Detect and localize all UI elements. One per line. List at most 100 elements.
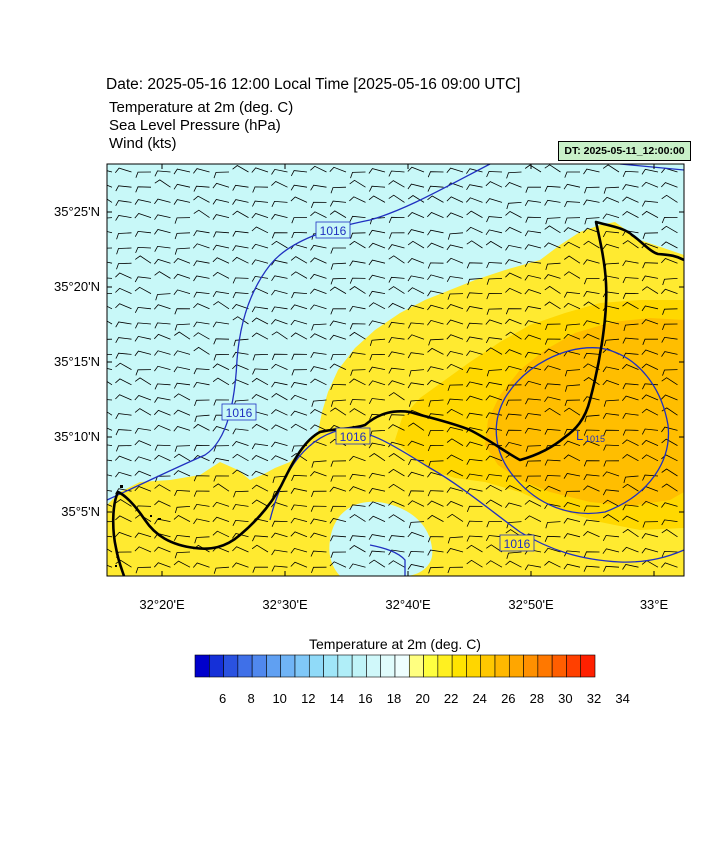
wind-barb	[446, 334, 464, 340]
wind-barb	[485, 347, 503, 355]
wind-barb	[330, 407, 347, 416]
wind-barb	[641, 408, 659, 416]
wind-barb	[173, 350, 191, 356]
wind-barb	[447, 384, 464, 391]
colorbar-cell	[580, 654, 596, 678]
wind-barb	[524, 351, 542, 358]
wind-barb	[388, 276, 405, 283]
wind-barb	[107, 305, 113, 310]
wind-barb	[466, 168, 483, 174]
wind-barb	[409, 369, 425, 377]
wind-barb	[427, 536, 444, 543]
wind-barb	[310, 165, 327, 173]
wind-barb	[505, 502, 522, 509]
wind-barb	[563, 291, 581, 298]
wind-barb	[427, 185, 444, 192]
wind-barb	[564, 201, 581, 208]
wind-barb	[466, 322, 483, 329]
wind-barb	[641, 454, 659, 462]
wind-barb	[603, 399, 620, 407]
wind-barb	[388, 424, 405, 431]
colorbar-cell	[480, 654, 496, 678]
wind-barb	[524, 380, 542, 387]
wind-barb	[193, 455, 210, 462]
wind-barb	[388, 392, 405, 401]
wind-barb	[544, 383, 561, 390]
isobar-label-west: 1016	[221, 403, 257, 421]
wind-barb	[622, 383, 639, 390]
wind-barb	[368, 290, 386, 297]
wind-barb	[107, 411, 113, 416]
wind-barb	[485, 560, 503, 568]
wind-barb	[564, 369, 581, 377]
lon-label-32-50: 32°50'E	[508, 597, 554, 612]
wind-barb	[388, 244, 405, 250]
colorbar-tick-label: 8	[247, 691, 254, 706]
wind-barb	[622, 184, 639, 190]
wind-barb	[642, 262, 659, 269]
wind-barb	[407, 471, 425, 478]
colorbar-tick-label: 14	[330, 691, 344, 706]
wind-barb	[107, 338, 113, 340]
colorbar-cell	[194, 654, 210, 678]
wind-barb	[486, 216, 503, 223]
wind-barb	[564, 399, 581, 407]
wind-barb	[388, 180, 405, 188]
wind-barb	[232, 245, 249, 252]
wind-barb	[310, 352, 327, 358]
wind-barb	[290, 488, 308, 494]
wind-barb	[233, 490, 249, 498]
lon-label-33: 33°E	[640, 597, 669, 612]
wind-barb	[290, 504, 308, 511]
wind-barb	[251, 332, 269, 340]
wind-barb	[641, 500, 659, 507]
wind-barb	[641, 349, 659, 355]
wind-barb	[107, 474, 113, 477]
wind-barb	[466, 336, 483, 343]
wind-barb	[446, 487, 464, 493]
wind-barb	[408, 550, 425, 557]
wind-barb	[311, 490, 327, 498]
wind-barb	[408, 521, 425, 529]
longitude-axis: 32°20'E 32°30'E 32°40'E 32°50'E 33°E	[139, 164, 668, 612]
wind-barb	[524, 274, 542, 281]
wind-barb	[641, 533, 659, 539]
wind-barb	[368, 501, 386, 507]
wind-barb	[485, 427, 503, 434]
wind-barb	[446, 363, 464, 370]
wind-barb	[564, 217, 581, 224]
wind-barb	[115, 303, 132, 310]
wind-barb	[446, 548, 464, 554]
coastline-islets	[115, 485, 161, 567]
wind-barb	[349, 331, 366, 340]
wind-barb	[231, 304, 249, 310]
wind-barb	[544, 225, 561, 234]
wind-barb	[115, 321, 132, 328]
wind-barb	[271, 181, 288, 188]
wind-barb	[134, 440, 152, 446]
wind-barb	[466, 240, 483, 249]
wind-barb	[447, 398, 464, 405]
wind-barb	[232, 230, 249, 237]
wind-barb	[544, 485, 561, 492]
wind-barb	[524, 244, 542, 250]
wind-barb	[622, 515, 639, 522]
wind-barb	[174, 489, 191, 496]
wind-barb	[388, 216, 405, 224]
wind-barb	[408, 490, 425, 497]
wind-barb	[271, 532, 288, 539]
wind-barb	[107, 217, 113, 219]
wind-barb	[134, 286, 152, 294]
wind-barb	[174, 247, 191, 255]
wind-barb	[505, 441, 522, 448]
wind-barb	[388, 337, 405, 343]
wind-barb	[388, 194, 405, 203]
colorbar-cell	[537, 654, 553, 678]
wind-barb	[251, 423, 269, 431]
wind-barb	[349, 378, 366, 386]
wind-barb	[107, 489, 113, 492]
wind-barb	[388, 286, 405, 294]
wind-barb	[349, 514, 366, 522]
wind-barb	[407, 229, 425, 235]
wind-barb	[251, 213, 269, 219]
